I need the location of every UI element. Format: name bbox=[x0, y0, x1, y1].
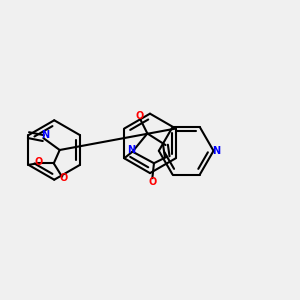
Text: O: O bbox=[136, 111, 144, 121]
Text: N: N bbox=[127, 145, 135, 155]
Text: O: O bbox=[35, 157, 43, 167]
Text: N: N bbox=[212, 146, 220, 156]
Text: O: O bbox=[59, 173, 68, 183]
Text: O: O bbox=[148, 177, 157, 187]
Text: N: N bbox=[41, 130, 49, 140]
